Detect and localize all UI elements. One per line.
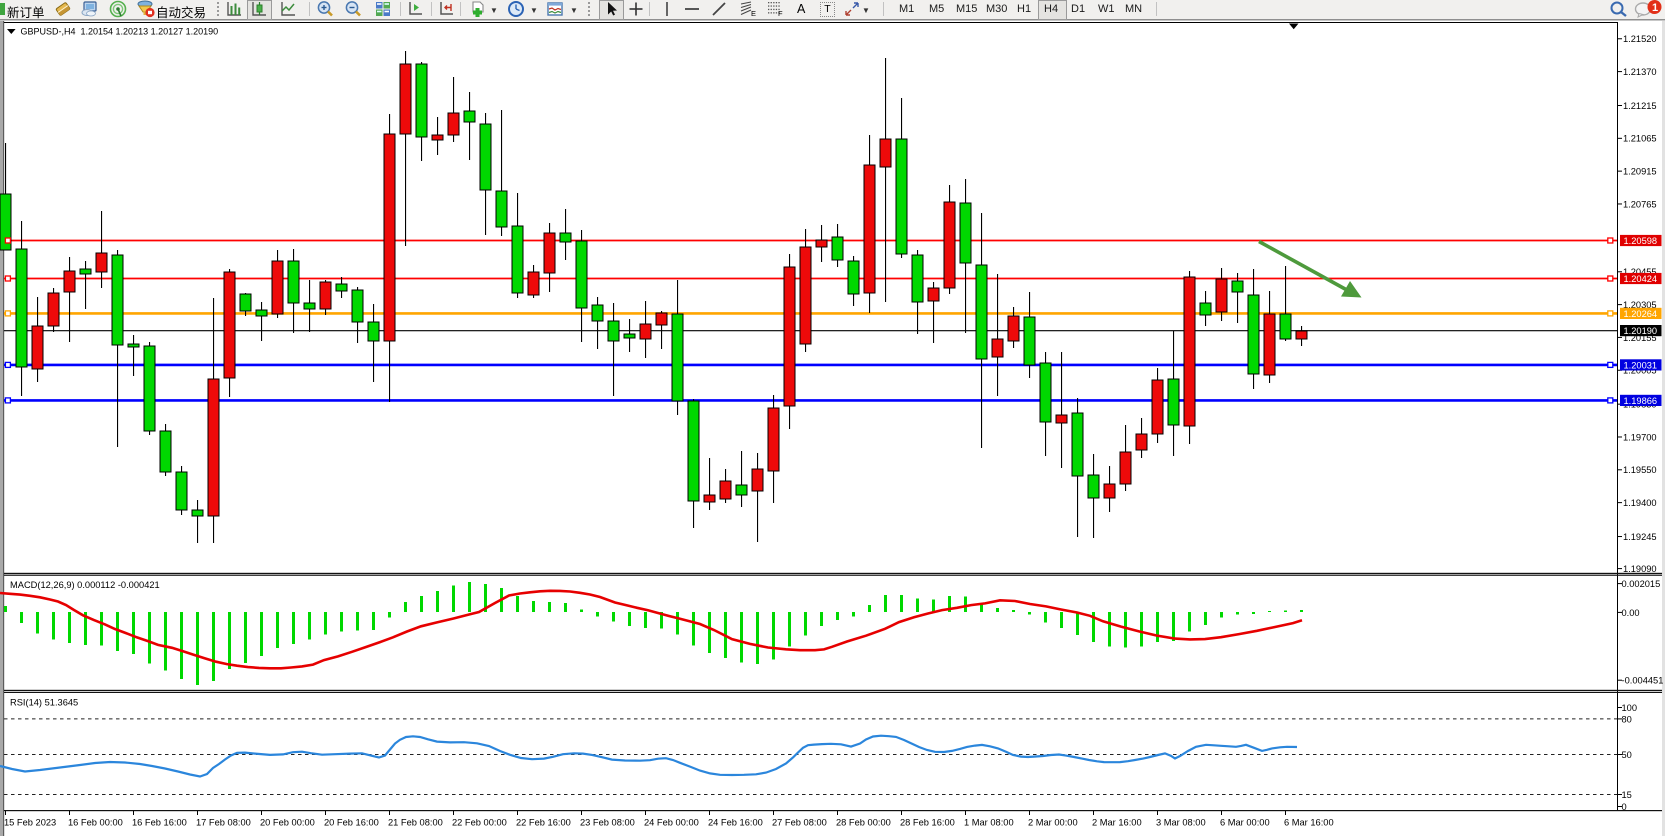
svg-text:3 Mar 08:00: 3 Mar 08:00 (1156, 818, 1206, 828)
svg-text:1.20264: 1.20264 (1624, 309, 1658, 319)
svg-text:20 Feb 16:00: 20 Feb 16:00 (324, 818, 379, 828)
svg-text:1.20305: 1.20305 (1623, 300, 1657, 310)
svg-text:17 Feb 08:00: 17 Feb 08:00 (196, 818, 251, 828)
svg-text:1.19245: 1.19245 (1623, 532, 1657, 542)
svg-text:1.19866: 1.19866 (1624, 396, 1658, 406)
svg-text:RSI(14) 51.3645: RSI(14) 51.3645 (10, 698, 78, 708)
svg-text:2 Mar 00:00: 2 Mar 00:00 (1028, 818, 1078, 828)
svg-text:24 Feb 00:00: 24 Feb 00:00 (644, 818, 699, 828)
svg-text:1.20424: 1.20424 (1624, 274, 1658, 284)
svg-text:1.21520: 1.21520 (1623, 34, 1657, 44)
svg-text:1 Mar 08:00: 1 Mar 08:00 (964, 818, 1014, 828)
svg-text:20 Feb 00:00: 20 Feb 00:00 (260, 818, 315, 828)
svg-text:1.20455: 1.20455 (1623, 267, 1657, 277)
svg-text:50: 50 (1622, 750, 1632, 760)
svg-text:1.19700: 1.19700 (1623, 432, 1657, 442)
svg-text:28 Feb 00:00: 28 Feb 00:00 (836, 818, 891, 828)
svg-text:1.20765: 1.20765 (1623, 199, 1657, 209)
svg-text:16 Feb 00:00: 16 Feb 00:00 (68, 818, 123, 828)
svg-text:22 Feb 16:00: 22 Feb 16:00 (516, 818, 571, 828)
svg-text:22 Feb 00:00: 22 Feb 00:00 (452, 818, 507, 828)
svg-text:1.19400: 1.19400 (1623, 498, 1657, 508)
svg-text:6 Mar 16:00: 6 Mar 16:00 (1284, 818, 1334, 828)
svg-text:E: E (751, 9, 756, 18)
svg-text:2 Mar 16:00: 2 Mar 16:00 (1092, 818, 1142, 828)
svg-text:24 Feb 16:00: 24 Feb 16:00 (708, 818, 763, 828)
svg-text:21 Feb 08:00: 21 Feb 08:00 (388, 818, 443, 828)
svg-text:1.21215: 1.21215 (1623, 101, 1657, 111)
svg-text:6 Mar 00:00: 6 Mar 00:00 (1220, 818, 1270, 828)
svg-text:28 Feb 16:00: 28 Feb 16:00 (900, 818, 955, 828)
svg-text:1.20915: 1.20915 (1623, 167, 1657, 177)
svg-text:GBPUSD-,H4 1.20154 1.20213 1.: GBPUSD-,H4 1.20154 1.20213 1.20127 1.201… (21, 27, 219, 37)
svg-text:15 Feb 2023: 15 Feb 2023 (4, 818, 56, 828)
svg-text:1.20031: 1.20031 (1624, 361, 1658, 371)
svg-text:1.20155: 1.20155 (1623, 333, 1657, 343)
svg-text:100: 100 (1622, 703, 1638, 713)
svg-text:0.00: 0.00 (1622, 608, 1640, 618)
svg-text:1: 1 (1652, 2, 1658, 14)
svg-text:1.20005: 1.20005 (1623, 366, 1657, 376)
svg-text:1.19550: 1.19550 (1623, 465, 1657, 475)
svg-text:0: 0 (1622, 802, 1627, 812)
svg-text:MACD(12,26,9) 0.000112 -0.0004: MACD(12,26,9) 0.000112 -0.000421 (10, 580, 160, 590)
svg-text:-0.004451: -0.004451 (1622, 676, 1664, 686)
svg-text:1.19090: 1.19090 (1623, 564, 1657, 574)
svg-text:16 Feb 16:00: 16 Feb 16:00 (132, 818, 187, 828)
svg-text:F: F (778, 9, 783, 18)
svg-text:80: 80 (1622, 714, 1632, 724)
svg-text:0.002015: 0.002015 (1622, 579, 1661, 589)
svg-text:1.20190: 1.20190 (1624, 326, 1658, 336)
svg-text:27 Feb 08:00: 27 Feb 08:00 (772, 818, 827, 828)
svg-text:23 Feb 08:00: 23 Feb 08:00 (580, 818, 635, 828)
svg-text:1.21370: 1.21370 (1623, 67, 1657, 77)
svg-text:1.20598: 1.20598 (1624, 236, 1658, 246)
svg-text:1.21065: 1.21065 (1623, 134, 1657, 144)
svg-text:15: 15 (1622, 790, 1632, 800)
